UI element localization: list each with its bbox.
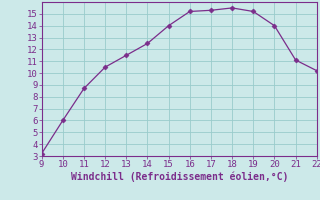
X-axis label: Windchill (Refroidissement éolien,°C): Windchill (Refroidissement éolien,°C)	[70, 172, 288, 182]
